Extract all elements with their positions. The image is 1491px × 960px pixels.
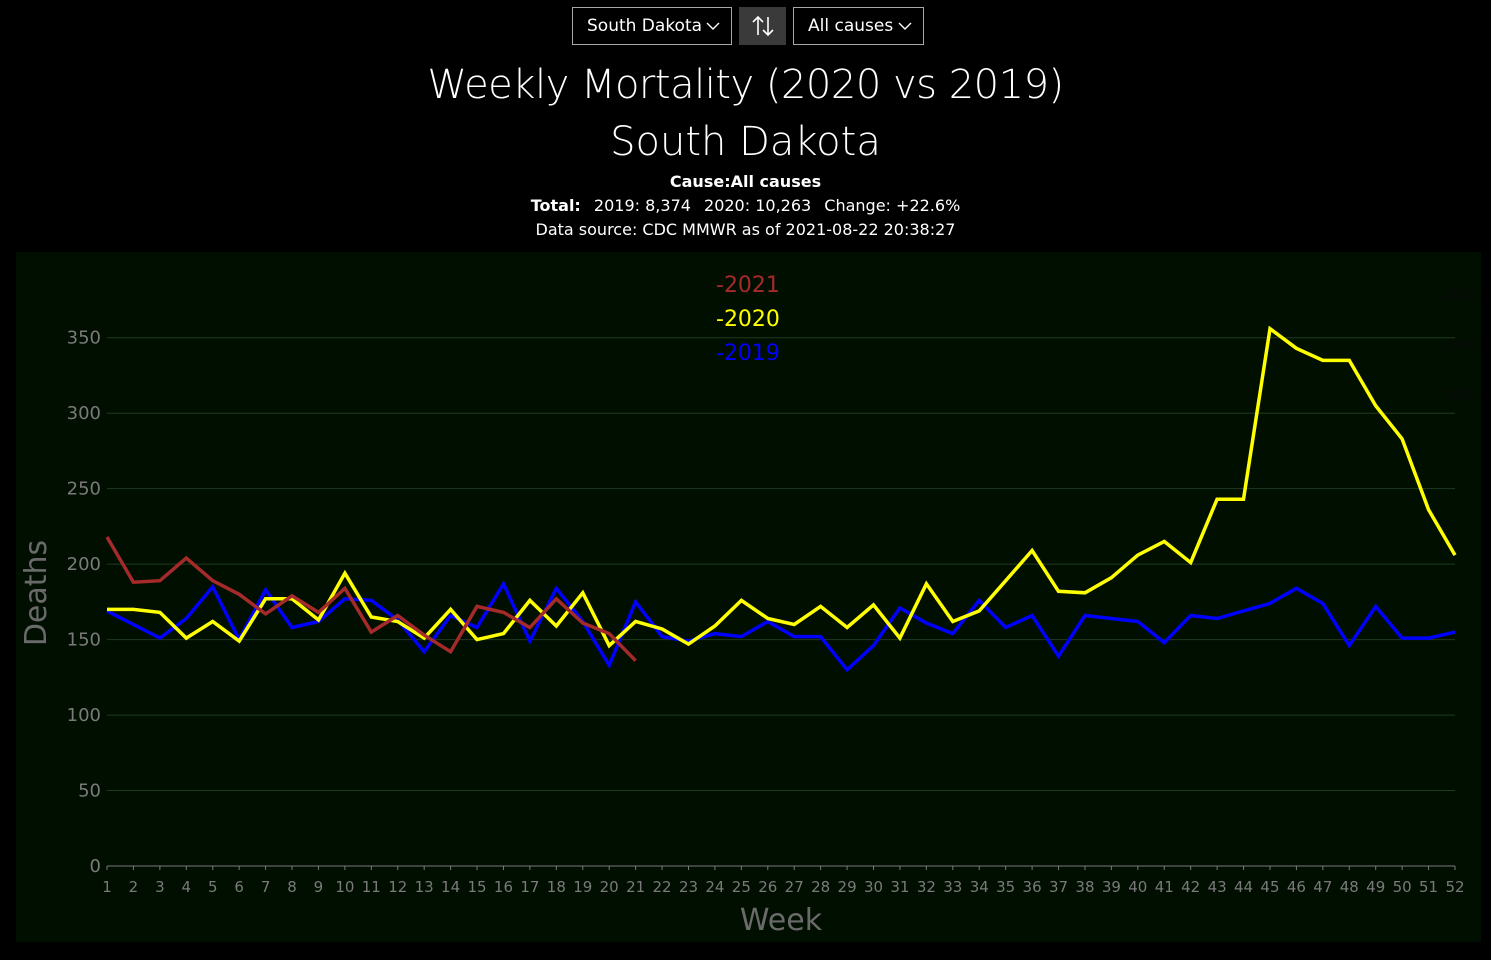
y-tick-label: 50 xyxy=(78,781,101,802)
x-tick-label: 10 xyxy=(335,878,354,896)
x-tick-label: 1 xyxy=(102,878,112,896)
x-tick-label: 42 xyxy=(1181,878,1200,896)
x-tick-label: 32 xyxy=(917,878,936,896)
edge-label: 2020 xyxy=(1444,388,1477,403)
x-tick-label: 35 xyxy=(996,878,1015,896)
x-tick-label: 33 xyxy=(943,878,962,896)
edge-label: 2020 xyxy=(1444,338,1477,353)
series-line-2019 xyxy=(106,580,1456,673)
chart-subtitle: South Dakota xyxy=(610,119,881,165)
y-tick-label: 150 xyxy=(67,630,101,651)
y-tick-label: 100 xyxy=(67,705,101,726)
x-tick-label: 17 xyxy=(520,878,539,896)
x-tick-label: 7 xyxy=(261,878,271,896)
swap-vertical-arrows-icon xyxy=(752,15,774,37)
x-tick-label: 12 xyxy=(388,878,407,896)
y-tick-label: 300 xyxy=(67,403,101,424)
x-tick-label: 6 xyxy=(234,878,244,896)
x-tick-label: 3 xyxy=(155,878,165,896)
x-tick-label: 18 xyxy=(547,878,566,896)
x-tick-label: 31 xyxy=(890,878,909,896)
chart-title: Weekly Mortality (2020 vs 2019) xyxy=(427,62,1064,108)
x-tick-label: 5 xyxy=(208,878,218,896)
cause-value: All causes xyxy=(730,172,822,191)
data-source: Data source: CDC MMWR as of 2021-08-22 2… xyxy=(535,220,956,239)
legend-item-2021: -2021 xyxy=(716,273,780,298)
cause-dropdown[interactable]: All causes xyxy=(793,7,924,45)
cause-label: Cause: xyxy=(669,172,731,191)
total-2019: 2019: 8,374 xyxy=(593,196,691,215)
y-tick-label: 250 xyxy=(67,479,101,500)
x-tick-label: 8 xyxy=(287,878,297,896)
x-tick-label: 40 xyxy=(1128,878,1147,896)
total-2020: 2020: 10,263 xyxy=(704,196,812,215)
x-tick-label: 50 xyxy=(1393,878,1412,896)
x-tick-label: 37 xyxy=(1049,878,1068,896)
x-tick-label: 15 xyxy=(467,878,486,896)
x-tick-label: 46 xyxy=(1287,878,1306,896)
series-line-2021 xyxy=(105,536,637,662)
x-tick-label: 27 xyxy=(785,878,804,896)
x-tick-label: 28 xyxy=(811,878,830,896)
x-tick-label: 22 xyxy=(653,878,672,896)
x-tick-label: 2 xyxy=(129,878,139,896)
x-tick-label: 29 xyxy=(838,878,857,896)
y-tick-label: 200 xyxy=(67,554,101,575)
x-tick-label: 36 xyxy=(1023,878,1042,896)
x-tick-label: 26 xyxy=(758,878,777,896)
x-tick-label: 9 xyxy=(314,878,324,896)
x-tick-label: 49 xyxy=(1366,878,1385,896)
x-tick-label: 41 xyxy=(1155,878,1174,896)
series-line-2020 xyxy=(107,325,1457,649)
x-tick-label: 34 xyxy=(970,878,989,896)
x-tick-label: 52 xyxy=(1445,878,1464,896)
y-tick-label: 0 xyxy=(90,856,101,877)
x-tick-label: 39 xyxy=(1102,878,1121,896)
y-axis-title: Deaths xyxy=(19,540,54,646)
x-tick-label: 21 xyxy=(626,878,645,896)
swap-button[interactable] xyxy=(739,7,786,45)
x-tick-label: 23 xyxy=(679,878,698,896)
x-tick-label: 30 xyxy=(864,878,883,896)
chevron-down-icon xyxy=(706,22,720,30)
totals-label: Total: xyxy=(530,196,581,215)
totals-line: Total: 2019: 8,374 2020: 10,263 Change: … xyxy=(0,196,1491,216)
x-tick-label: 4 xyxy=(182,878,192,896)
x-tick-label: 47 xyxy=(1313,878,1332,896)
x-tick-label: 19 xyxy=(573,878,592,896)
cause-dropdown-value: All causes xyxy=(808,16,894,36)
state-dropdown[interactable]: South Dakota xyxy=(572,7,732,45)
change-value: Change: +22.6% xyxy=(824,196,961,215)
x-tick-label: 51 xyxy=(1419,878,1438,896)
y-tick-label: 350 xyxy=(67,328,101,349)
x-tick-label: 38 xyxy=(1075,878,1094,896)
legend-item-2020: -2020 xyxy=(716,307,780,332)
x-tick-label: 25 xyxy=(732,878,751,896)
chart-panel: 0 50 100 150 200 250 300 350 1 2 3 4 5 6 7 8 9 10 11 12 13 14… xyxy=(16,252,1481,942)
controls-bar: South Dakota All causes xyxy=(0,7,1491,47)
edge-label: 2019 xyxy=(1444,288,1477,303)
x-tick-label: 48 xyxy=(1340,878,1359,896)
x-tick-label: 14 xyxy=(441,878,460,896)
x-tick-label: 24 xyxy=(705,878,724,896)
x-tick-label: 20 xyxy=(600,878,619,896)
x-tick-label: 13 xyxy=(415,878,434,896)
x-tick-label: 11 xyxy=(362,878,381,896)
legend-item-2019: -2019 xyxy=(716,341,780,366)
x-tick-label: 45 xyxy=(1260,878,1279,896)
x-tick-label: 44 xyxy=(1234,878,1253,896)
x-tick-label: 16 xyxy=(494,878,513,896)
cause-line: Cause:All causes xyxy=(0,172,1491,192)
chevron-down-icon xyxy=(898,22,912,30)
x-tick-label: 43 xyxy=(1208,878,1227,896)
x-axis-title: Week xyxy=(740,903,823,938)
state-dropdown-value: South Dakota xyxy=(587,16,703,36)
